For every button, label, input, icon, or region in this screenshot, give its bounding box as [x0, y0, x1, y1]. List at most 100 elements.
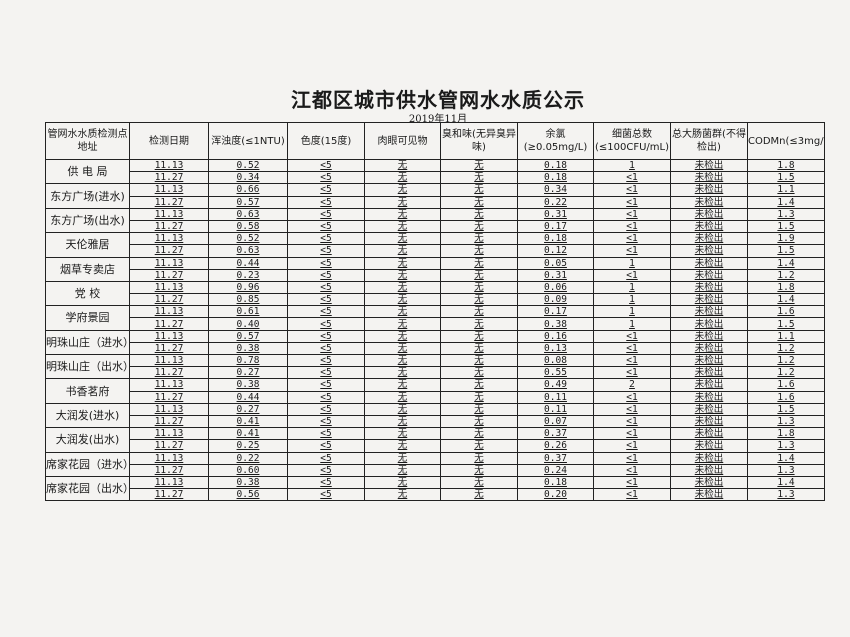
table-cell: 0.26 — [517, 439, 594, 453]
table-cell: 无 — [364, 183, 441, 197]
table-cell: 1 — [593, 317, 671, 331]
table-cell: 无 — [440, 402, 518, 416]
table-cell: <5 — [287, 232, 365, 246]
table-cell: 无 — [440, 378, 518, 392]
table-cell: <1 — [593, 463, 671, 477]
column-header: CODMn(≤3mg/L) — [747, 122, 825, 160]
table-cell: 0.52 — [208, 158, 288, 173]
table-cell: 未检出 — [670, 329, 748, 343]
table-cell: 1.5 — [747, 171, 825, 185]
table-cell: 1.5 — [747, 402, 825, 416]
table-cell: 无 — [440, 488, 518, 502]
table-cell: 未检出 — [670, 427, 748, 441]
column-header: 检测日期 — [129, 122, 209, 160]
table-row: 供 电 局 11.13 0.52 <5 无无 0.18 1 未检出 1.8 — [45, 158, 825, 185]
table-row: 学府景园 11.13 0.61 <5 无无 0.17 1 未检出 1.6 — [45, 305, 825, 331]
table-cell: 无 — [440, 158, 518, 173]
table-cell: 无 — [440, 219, 518, 234]
table-row: 明珠山庄（进水） 11.13 0.57 <5 无无 0.16 <1 未检出 1.1 — [45, 329, 825, 356]
table-cell: 1 — [593, 256, 671, 270]
table-cell: 11.13 — [129, 305, 209, 319]
table-cell: 未检出 — [670, 451, 748, 465]
table-cell: 0.17 — [517, 305, 594, 319]
table-cell: 11.27 — [129, 341, 209, 356]
table-cell: 无 — [364, 414, 441, 429]
table-cell: <5 — [287, 475, 365, 490]
table-cell: 无 — [364, 451, 441, 465]
table-cell: 0.63 — [208, 244, 288, 258]
table-cell: 11.27 — [129, 171, 209, 185]
table-cell: 0.31 — [517, 268, 594, 282]
table-cell: 无 — [440, 353, 518, 368]
table-cell: <5 — [287, 341, 365, 356]
table-cell: 无 — [364, 207, 441, 221]
table-cell: 1 — [593, 305, 671, 319]
table-cell: 11.27 — [129, 414, 209, 429]
table-cell: 未检出 — [670, 207, 748, 221]
table-cell: 无 — [364, 439, 441, 453]
table-cell: 未检出 — [670, 378, 748, 392]
table-cell: 11.27 — [129, 317, 209, 331]
table-row: 11.27 0.41 <5 无无 0.07 <1 未检出 1.3 — [46, 414, 825, 429]
table-cell: 11.13 — [129, 158, 209, 173]
table-cell: 未检出 — [670, 390, 748, 404]
table-cell: 0.12 — [517, 244, 594, 258]
table-cell: 无 — [364, 280, 441, 295]
table-cell: 2 — [593, 378, 671, 392]
site-name: 大润发(进水) — [45, 402, 130, 429]
table-cell: 无 — [364, 232, 441, 246]
table-cell: <5 — [287, 463, 365, 477]
table-cell: 无 — [364, 378, 441, 392]
table-cell: 无 — [440, 390, 518, 404]
table-cell: 0.31 — [517, 207, 594, 221]
table-cell: 未检出 — [670, 463, 748, 477]
table-cell: <5 — [287, 256, 365, 270]
table-cell: 无 — [440, 341, 518, 356]
table-cell: 11.27 — [129, 244, 209, 258]
table-cell: 11.13 — [129, 207, 209, 221]
table-cell: 无 — [440, 195, 518, 209]
table-cell: 0.38 — [517, 317, 594, 331]
table-cell: 未检出 — [670, 232, 748, 246]
table-cell: <1 — [593, 439, 671, 453]
table-cell: <1 — [593, 195, 671, 209]
table-cell: <1 — [593, 402, 671, 416]
table-cell: 未检出 — [670, 256, 748, 270]
table-cell: 无 — [440, 183, 518, 197]
table-cell: <5 — [287, 219, 365, 234]
table-cell: 0.57 — [208, 329, 288, 343]
table-cell: 0.09 — [517, 293, 594, 307]
table-cell: 11.27 — [129, 439, 209, 453]
table-cell: 0.38 — [208, 475, 288, 490]
table-cell: <5 — [287, 378, 365, 392]
table-cell: 0.55 — [517, 366, 594, 380]
table-cell: 未检出 — [670, 317, 748, 331]
table-cell: <5 — [287, 293, 365, 307]
table-cell: 0.57 — [208, 195, 288, 209]
table-cell: <5 — [287, 329, 365, 343]
table-cell: 无 — [440, 244, 518, 258]
table-cell: 未检出 — [670, 293, 748, 307]
table-cell: 未检出 — [670, 219, 748, 234]
table-cell: 1.4 — [747, 475, 825, 490]
table-cell: 无 — [440, 317, 518, 331]
table-cell: 0.13 — [517, 341, 594, 356]
table-cell: 无 — [364, 488, 441, 502]
table-cell: 0.41 — [208, 427, 288, 441]
table-cell: 无 — [364, 390, 441, 404]
table-cell: 未检出 — [670, 158, 748, 173]
table-cell: 0.22 — [208, 451, 288, 465]
table-cell: 未检出 — [670, 366, 748, 380]
table-cell: <1 — [593, 171, 671, 185]
table-cell: 0.49 — [517, 378, 594, 392]
table-cell: 0.44 — [208, 390, 288, 404]
table-cell: 0.37 — [517, 427, 594, 441]
table-cell: 0.16 — [517, 329, 594, 343]
table-cell: 1.9 — [747, 232, 825, 246]
table-cell: 未检出 — [670, 305, 748, 319]
table-row: 11.27 0.27 <5 无无 0.55 <1 未检出 1.2 — [46, 366, 825, 380]
table-cell: 1.2 — [747, 341, 825, 356]
table-cell: 11.13 — [129, 232, 209, 246]
table-header-row: 管网水水质检测点地址 检测日期 浑浊度(≤1NTU) 色度(15度) 肉眼可见物 臭和味(… — [45, 122, 825, 160]
table-cell: 无 — [364, 219, 441, 234]
